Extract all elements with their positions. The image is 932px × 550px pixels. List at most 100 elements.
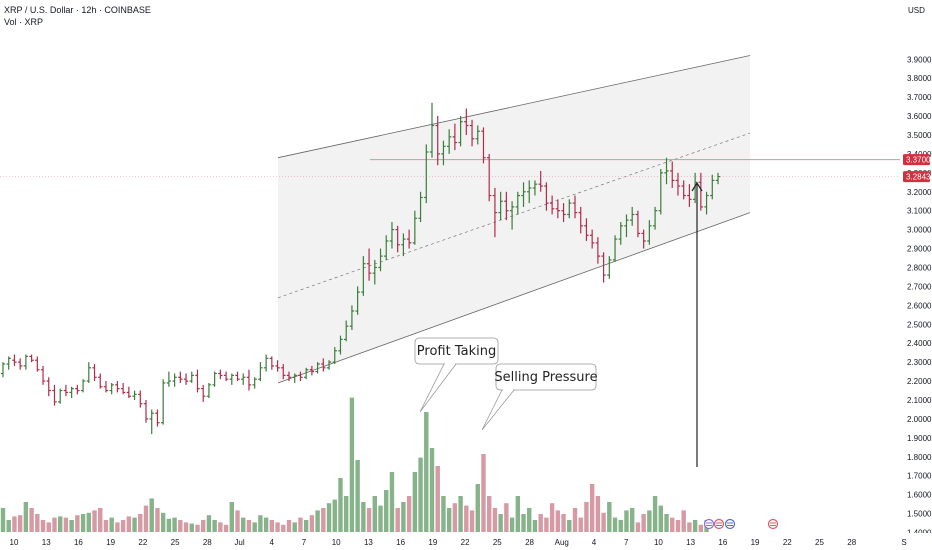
ohlc-bar bbox=[698, 172, 704, 211]
price-tick-label: 2.5000 bbox=[907, 320, 932, 329]
ohlc-bar bbox=[446, 129, 452, 154]
volume-bar bbox=[52, 517, 57, 532]
ohlc-bar bbox=[58, 388, 63, 404]
ohlc-bar bbox=[412, 210, 418, 245]
volume-bar bbox=[601, 512, 606, 532]
volume-bar bbox=[487, 496, 492, 532]
currency-label: USD bbox=[908, 6, 925, 15]
economic-event-icon[interactable] bbox=[703, 518, 715, 530]
time-tick-label: 16 bbox=[74, 538, 83, 547]
ohlc-bar bbox=[395, 225, 400, 253]
time-tick-label: 10 bbox=[654, 538, 663, 547]
price-tick-label: 3.5000 bbox=[907, 131, 932, 140]
time-axis[interactable]: 10 13 16 19 22 25 28 Jul 4 7 10 13 16 19 22 25 28 Aug 4 7 10… bbox=[0, 533, 932, 550]
volume-bar bbox=[589, 484, 595, 532]
price-tick-label: 2.3000 bbox=[907, 358, 932, 367]
volume-bar bbox=[692, 520, 698, 532]
price-tag-text: 3.3700 bbox=[906, 156, 931, 165]
economic-event-icon[interactable] bbox=[724, 518, 736, 530]
level-price-tag: 3.3700 bbox=[903, 154, 931, 166]
volume-bar bbox=[281, 524, 286, 532]
volume-bar bbox=[212, 520, 217, 532]
ohlc-bar bbox=[326, 360, 332, 370]
volume-bar bbox=[69, 520, 74, 532]
volume-bar bbox=[538, 514, 543, 532]
volume-indicator-title[interactable]: Vol · XRP bbox=[4, 17, 44, 27]
ohlc-bar bbox=[23, 354, 29, 370]
volume-bar bbox=[303, 520, 309, 532]
ohlc-bar bbox=[246, 369, 252, 391]
ohlc-bar bbox=[372, 259, 377, 285]
economic-event-icon[interactable] bbox=[713, 518, 725, 530]
price-tick-label: 2.8000 bbox=[907, 263, 932, 272]
price-tick-label: 1.8000 bbox=[907, 453, 932, 462]
volume-bar bbox=[464, 505, 469, 532]
callout-annotation[interactable]: Selling Pressure bbox=[481, 363, 598, 431]
volume-bar bbox=[235, 510, 240, 532]
volume-bar bbox=[92, 510, 97, 532]
time-tick-label: 10 bbox=[10, 538, 19, 547]
up-arrow-drawing[interactable] bbox=[691, 181, 703, 467]
volume-bar bbox=[498, 514, 503, 532]
volume-bar bbox=[418, 457, 423, 532]
volume-bar bbox=[229, 502, 234, 532]
ohlc-bar bbox=[441, 140, 446, 166]
ohlc-bar bbox=[435, 116, 440, 166]
ohlc-bar bbox=[544, 182, 549, 211]
ohlc-bar bbox=[189, 371, 194, 383]
ohlc-bar bbox=[258, 362, 263, 382]
ohlc-bar bbox=[223, 371, 229, 382]
volume-bar bbox=[670, 517, 675, 532]
ohlc-bar bbox=[275, 360, 280, 372]
ohlc-bar bbox=[630, 206, 635, 226]
ohlc-bar bbox=[172, 373, 177, 387]
volume-bar bbox=[12, 516, 17, 532]
price-axis[interactable]: USD3.90003.80003.70003.60003.50003.40003… bbox=[900, 0, 932, 550]
callout-annotation[interactable]: Profit Taking bbox=[414, 337, 499, 413]
symbol-title[interactable]: XRP / U.S. Dollar · 12h · COINBASE bbox=[4, 5, 151, 15]
volume-bar bbox=[298, 517, 303, 532]
ohlc-bar bbox=[658, 169, 663, 215]
callout-box bbox=[414, 337, 499, 365]
ohlc-bar bbox=[509, 201, 515, 230]
ohlc-bar bbox=[126, 386, 132, 399]
ohlc-bar bbox=[567, 199, 572, 219]
ohlc-bar bbox=[384, 235, 389, 260]
volume-bar bbox=[664, 514, 669, 532]
ohlc-bar bbox=[389, 222, 395, 249]
volume-bar bbox=[115, 522, 120, 532]
volume-bar bbox=[549, 503, 555, 532]
price-tick-label: 2.0000 bbox=[907, 415, 932, 424]
ohlc-bar bbox=[63, 384, 69, 397]
price-tick-label: 3.2000 bbox=[907, 188, 932, 197]
time-tick-label: 7 bbox=[624, 538, 629, 547]
parallel-channel[interactable] bbox=[277, 55, 751, 384]
volume-bar bbox=[332, 499, 337, 532]
ohlc-bar bbox=[12, 354, 17, 366]
callout-annotations[interactable]: Profit Taking Selling Pressure bbox=[414, 337, 598, 431]
price-tick-label: 2.1000 bbox=[907, 396, 932, 405]
price-tag-text: 3.2843 bbox=[906, 173, 931, 182]
price-tick-label: 3.7000 bbox=[907, 93, 932, 102]
horizontal-levels[interactable] bbox=[0, 159, 900, 177]
ohlc-bar bbox=[418, 191, 423, 223]
volume-bar bbox=[155, 508, 160, 532]
ohlc-bar bbox=[138, 390, 143, 408]
ohlc-bar bbox=[401, 233, 406, 257]
price-tick-label: 2.7000 bbox=[907, 282, 932, 291]
ohlc-bar bbox=[595, 237, 601, 264]
economic-event-icon[interactable] bbox=[767, 518, 779, 530]
ohlc-bar bbox=[635, 210, 641, 238]
event-markers[interactable] bbox=[703, 518, 779, 530]
ohlc-bar bbox=[281, 364, 286, 380]
ohlc-bar bbox=[652, 206, 658, 230]
ohlc-bar bbox=[555, 199, 561, 219]
time-tick-label: Jul bbox=[234, 538, 244, 547]
time-tick-label: 7 bbox=[302, 538, 307, 547]
volume-bar bbox=[46, 522, 51, 532]
ohlc-bar bbox=[601, 252, 606, 283]
volume-bar bbox=[35, 514, 40, 532]
ohlc-bar bbox=[178, 371, 183, 383]
volume-bar bbox=[406, 496, 412, 532]
